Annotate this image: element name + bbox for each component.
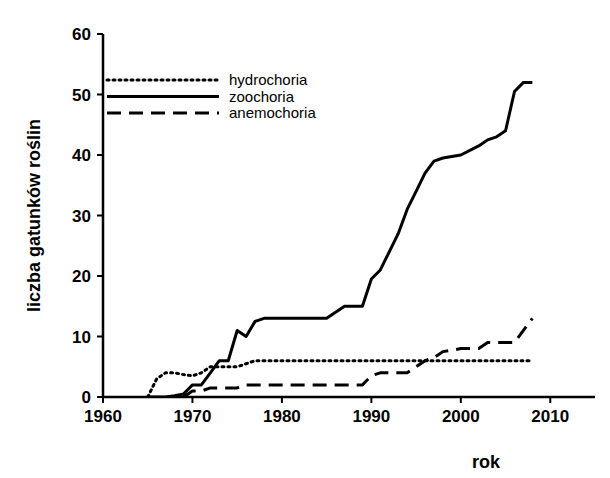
x-tick [191, 397, 193, 403]
x-tick [370, 397, 372, 403]
series-line [148, 82, 533, 397]
x-tick-label: 1960 [84, 407, 122, 426]
x-tick [460, 397, 462, 403]
x-tick-label: 1980 [263, 407, 301, 426]
x-tick [102, 397, 104, 403]
x-tick-label: 2000 [442, 407, 480, 426]
legend-swatch [107, 95, 219, 98]
legend: hydrochoriazoochoriaanemochoria [107, 71, 316, 121]
y-tick [97, 215, 103, 217]
x-tick-label: 1970 [174, 407, 212, 426]
x-tick [549, 397, 551, 403]
legend-swatch [107, 112, 219, 115]
y-tick [97, 154, 103, 156]
y-tick [97, 336, 103, 338]
y-tick-label: 0 [82, 388, 91, 407]
y-tick-label: 40 [72, 146, 91, 165]
x-tick [281, 397, 283, 403]
legend-label: anemochoria [229, 104, 316, 121]
y-tick [97, 275, 103, 277]
y-tick-label: 30 [72, 207, 91, 226]
x-tick-label: 1990 [352, 407, 390, 426]
y-tick [97, 94, 103, 96]
plot-area [148, 82, 533, 397]
x-axis-label: rok [472, 452, 501, 472]
y-tick-label: 60 [72, 25, 91, 44]
y-tick-label: 50 [72, 86, 91, 105]
chart: 0 10 20 30 40 50 60 1960 1970 1980 1990 2000 2010 lic… [0, 0, 610, 478]
legend-label: zoochoria [229, 88, 295, 105]
y-tick-label: 10 [72, 328, 91, 347]
series-line [184, 318, 533, 397]
y-tick [97, 33, 103, 35]
x-tick-label: 2010 [531, 407, 569, 426]
y-axis-label: liczba gatunków roślin [24, 119, 44, 312]
legend-label: hydrochoria [229, 71, 308, 88]
legend-swatch [107, 79, 219, 82]
y-tick-label: 20 [72, 267, 91, 286]
